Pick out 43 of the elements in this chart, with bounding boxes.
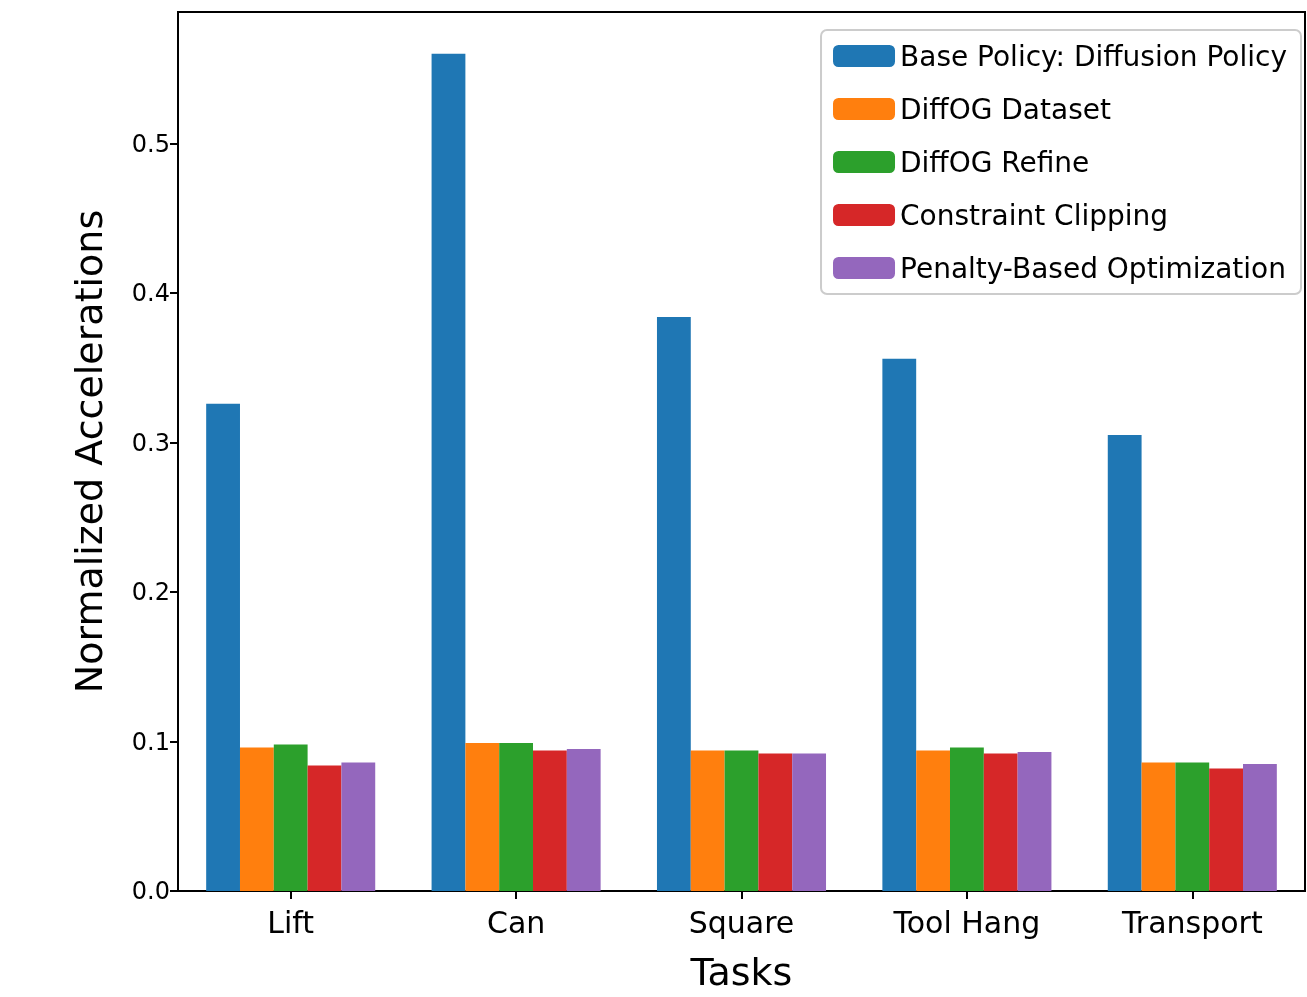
y-axis-title: Normalized Accelerations bbox=[67, 209, 111, 694]
y-tick-label: 0.5 bbox=[131, 129, 170, 158]
x-tick-label: Square bbox=[688, 904, 795, 940]
bar bbox=[916, 750, 950, 891]
bar bbox=[499, 743, 534, 891]
bar bbox=[758, 753, 793, 891]
y-tick-label: 0.2 bbox=[131, 578, 170, 607]
bar bbox=[656, 316, 691, 891]
bar bbox=[206, 403, 240, 891]
legend-label: Constraint Clipping bbox=[900, 198, 1169, 232]
legend-label: Base Policy: Diffusion Policy bbox=[900, 39, 1287, 73]
bar bbox=[690, 750, 725, 891]
x-tick-label: Transport bbox=[1120, 904, 1263, 940]
bar bbox=[566, 748, 601, 891]
x-axis-title: Tasks bbox=[689, 950, 793, 994]
bar bbox=[1017, 751, 1052, 891]
legend-label: DiffOG Refine bbox=[900, 145, 1090, 179]
x-tick-label: Lift bbox=[267, 904, 315, 940]
x-tick-label: Tool Hang bbox=[892, 904, 1041, 940]
legend-label: DiffOG Dataset bbox=[900, 92, 1111, 126]
bar bbox=[983, 753, 1018, 891]
bar bbox=[465, 743, 500, 891]
bar bbox=[1209, 768, 1244, 891]
bar bbox=[950, 747, 984, 891]
bar bbox=[1141, 762, 1176, 891]
bar bbox=[239, 747, 274, 891]
bar bbox=[1107, 435, 1142, 891]
bar bbox=[792, 753, 827, 891]
bar bbox=[724, 750, 759, 891]
legend-label: Penalty-Based Optimization bbox=[900, 251, 1286, 285]
bar bbox=[273, 744, 308, 891]
bar bbox=[341, 762, 376, 891]
x-tick-label: Can bbox=[486, 904, 546, 940]
bar bbox=[307, 765, 342, 891]
y-tick-label: 0.3 bbox=[131, 428, 170, 457]
bar bbox=[431, 53, 466, 891]
y-tick-label: 0.4 bbox=[131, 279, 170, 308]
y-tick-label: 0.0 bbox=[131, 877, 170, 905]
y-tick-label: 0.1 bbox=[131, 727, 170, 756]
bar bbox=[1243, 763, 1277, 891]
bar bbox=[1175, 762, 1210, 891]
bar bbox=[533, 750, 567, 891]
bar bbox=[882, 358, 917, 891]
